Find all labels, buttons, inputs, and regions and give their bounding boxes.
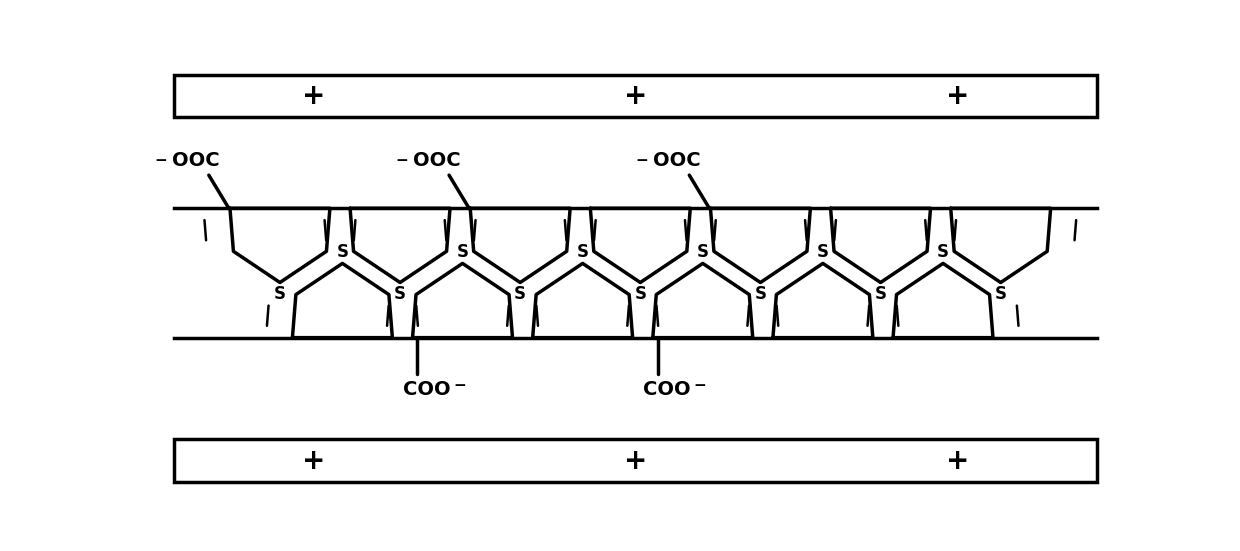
Text: OOC: OOC (172, 151, 219, 170)
Text: OOC: OOC (652, 151, 701, 170)
Text: +: + (301, 447, 325, 475)
Bar (174, 74, 1096, 117)
Text: −: − (396, 153, 408, 168)
Text: OOC: OOC (413, 151, 460, 170)
Text: S: S (754, 285, 766, 302)
Text: S: S (874, 285, 887, 302)
Text: S: S (336, 244, 348, 261)
Text: S: S (937, 244, 949, 261)
Text: S: S (274, 285, 286, 302)
Text: −: − (693, 378, 706, 393)
Bar (174, 440, 1096, 482)
Text: S: S (515, 285, 526, 302)
Text: S: S (817, 244, 828, 261)
Text: S: S (635, 285, 646, 302)
Text: COO: COO (644, 380, 691, 399)
Text: S: S (994, 285, 1007, 302)
Text: +: + (946, 447, 970, 475)
Text: +: + (301, 82, 325, 110)
Text: −: − (155, 153, 167, 168)
Text: COO: COO (403, 380, 450, 399)
Text: S: S (577, 244, 589, 261)
Text: S: S (697, 244, 709, 261)
Text: −: − (635, 153, 649, 168)
Text: +: + (946, 82, 970, 110)
Text: S: S (456, 244, 469, 261)
Text: S: S (394, 285, 405, 302)
Text: −: − (453, 378, 466, 393)
Text: +: + (624, 447, 647, 475)
Text: +: + (624, 82, 647, 110)
